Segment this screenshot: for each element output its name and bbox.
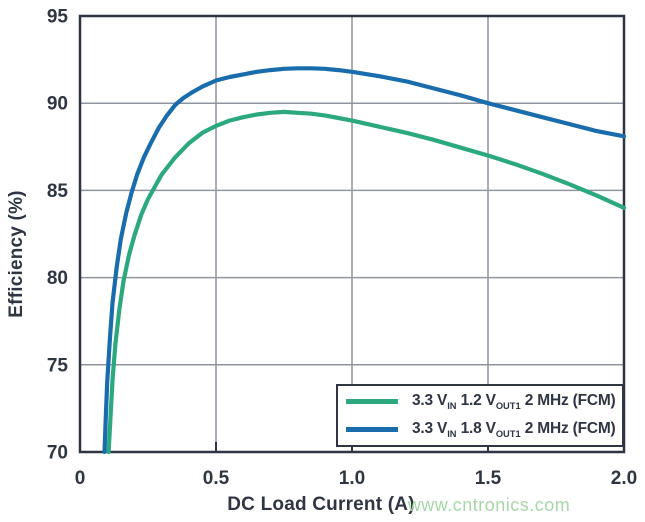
series-line-2 bbox=[102, 66, 627, 455]
y-tick-label: 95 bbox=[47, 7, 69, 28]
x-tick-label: 1.5 bbox=[475, 468, 502, 489]
legend-label: 3.3 VIN 1.8 VOUT1 2 MHz (FCM) bbox=[412, 420, 616, 439]
legend-item: 3.3 VIN 1.2 VOUT1 2 MHz (FCM) bbox=[338, 388, 622, 416]
legend-label: 3.3 VIN 1.2 VOUT1 2 MHz (FCM) bbox=[412, 392, 616, 411]
plot-border bbox=[78, 14, 626, 454]
watermark: www.cntronics.com bbox=[407, 495, 571, 515]
y-tick-label: 90 bbox=[47, 94, 68, 115]
x-tick-label: 1.0 bbox=[339, 468, 365, 489]
y-tick-label: 85 bbox=[47, 181, 69, 202]
x-tick-label: 2.0 bbox=[611, 468, 637, 489]
legend-line-swatch bbox=[346, 399, 398, 404]
legend-line-swatch bbox=[346, 427, 398, 432]
legend-item: 3.3 VIN 1.8 VOUT1 2 MHz (FCM) bbox=[338, 416, 622, 444]
y-tick-label: 80 bbox=[47, 268, 68, 289]
series-line-1 bbox=[106, 109, 627, 455]
y-tick-label: 75 bbox=[47, 355, 69, 376]
x-axis-title: DC Load Current (A) bbox=[227, 494, 414, 515]
x-tick-label: 0.5 bbox=[203, 468, 230, 489]
x-tick-label: 0 bbox=[75, 468, 86, 489]
chart-legend: 3.3 VIN 1.2 VOUT1 2 MHz (FCM) 3.3 VIN 1.8… bbox=[336, 384, 624, 447]
y-axis-title: Efficiency (%) bbox=[6, 190, 27, 317]
y-tick-label: 70 bbox=[47, 443, 68, 464]
